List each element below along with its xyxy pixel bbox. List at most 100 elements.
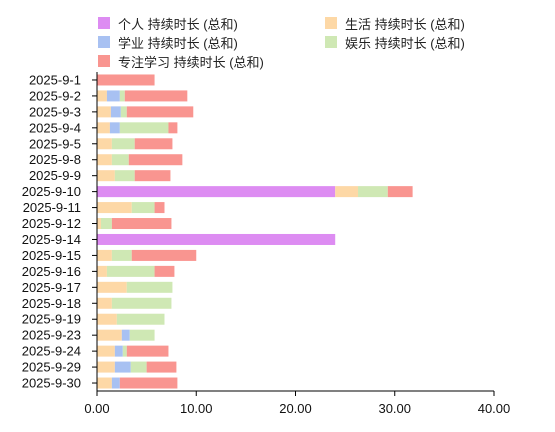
x-tick-label: 0.00 [84, 401, 109, 416]
bar-segment [97, 218, 101, 230]
bar-segment [146, 361, 177, 373]
bar-segment [119, 90, 125, 102]
bar-segment [111, 218, 172, 230]
category-label: 2025-9-5 [29, 136, 81, 151]
bar-segment [97, 361, 115, 373]
bar-segment [106, 90, 120, 102]
legend-swatch [98, 36, 110, 48]
legend-swatch [98, 17, 110, 29]
category-label: 2025-9-11 [23, 200, 81, 215]
bar-segment [126, 345, 169, 357]
bar-segment [114, 170, 135, 182]
legend-item: 专注学习 持续时长 (总和) [98, 54, 264, 70]
bar-segment [335, 186, 359, 198]
bar-segment [97, 345, 115, 357]
bar-segment [154, 202, 165, 214]
category-label: 2025-9-23 [22, 328, 81, 343]
bar-segment [154, 265, 175, 277]
bar-segment [97, 265, 107, 277]
legend-label: 娱乐 持续时长 (总和) [345, 35, 465, 51]
bar-segment [100, 218, 112, 230]
bar-segment [168, 122, 178, 134]
legend-label: 学业 持续时长 (总和) [118, 35, 238, 51]
legend-item: 娱乐 持续时长 (总和) [325, 35, 465, 51]
bar-segment [114, 345, 123, 357]
legend-item: 生活 持续时长 (总和) [325, 16, 465, 32]
bar-segment [106, 265, 155, 277]
legend-label: 专注学习 持续时长 (总和) [118, 54, 264, 70]
legend-item: 学业 持续时长 (总和) [98, 35, 238, 51]
bar-segment [97, 202, 132, 214]
bar-segment [387, 186, 413, 198]
x-tick-label: 20.00 [279, 401, 312, 416]
category-label: 2025-9-2 [29, 88, 81, 103]
x-tick-label: 40.00 [478, 401, 511, 416]
bar-segment [97, 281, 127, 293]
bar-segment [111, 297, 172, 309]
bar-segment [116, 313, 165, 325]
bar-segment [122, 345, 127, 357]
category-label: 2025-9-16 [22, 264, 81, 279]
category-label: 2025-9-10 [22, 184, 81, 199]
bar-segment [128, 154, 183, 166]
category-label: 2025-9-9 [29, 168, 81, 183]
category-label: 2025-9-3 [29, 104, 81, 119]
bar-segment [134, 170, 171, 182]
bar-segment [97, 106, 111, 118]
legend-swatch [98, 55, 110, 67]
bar-segment [97, 377, 112, 389]
bar-segment [97, 329, 122, 341]
bar-segment [97, 297, 112, 309]
bar-segment [124, 90, 188, 102]
bar-segment [121, 329, 130, 341]
bar-segment [97, 233, 336, 245]
x-tick-label: 30.00 [378, 401, 411, 416]
category-label: 2025-9-30 [22, 376, 81, 391]
bar-segment [97, 170, 115, 182]
category-label: 2025-9-19 [22, 312, 81, 327]
legend-label: 个人 持续时长 (总和) [118, 16, 238, 32]
bar-segment [111, 154, 129, 166]
bar-segment [131, 202, 155, 214]
bar-segment [97, 138, 112, 150]
category-label: 2025-9-18 [22, 296, 81, 311]
category-label: 2025-9-24 [22, 344, 81, 359]
bar-segment [126, 106, 194, 118]
category-label: 2025-9-12 [22, 216, 81, 231]
category-label: 2025-9-8 [29, 152, 81, 167]
bar-segment [97, 249, 112, 261]
bar-segment [129, 329, 155, 341]
bar-segment [97, 313, 117, 325]
legend-swatch [325, 17, 337, 29]
bar-segment [358, 186, 388, 198]
category-label: 2025-9-4 [29, 120, 81, 135]
bar-segment [126, 281, 173, 293]
category-label: 2025-9-14 [22, 232, 81, 247]
bar-segment [111, 249, 132, 261]
bar-segment [97, 186, 336, 198]
bar-segment [120, 106, 127, 118]
x-tick-label: 10.00 [180, 401, 213, 416]
bar-segment [111, 377, 120, 389]
bar-segment [97, 90, 107, 102]
category-label: 2025-9-15 [22, 248, 81, 263]
bar-segment [130, 361, 147, 373]
category-label: 2025-9-29 [22, 360, 81, 375]
bar-segment [97, 74, 155, 86]
bar-segment [97, 122, 110, 134]
bar-segment [134, 138, 173, 150]
bar-segment [97, 154, 112, 166]
legend-swatch [325, 36, 337, 48]
bar-segment [119, 377, 178, 389]
category-label: 2025-9-1 [29, 72, 81, 87]
category-label: 2025-9-17 [22, 280, 81, 295]
legend-item: 个人 持续时长 (总和) [98, 16, 238, 32]
bar-segment [119, 122, 169, 134]
bar-segment [114, 361, 131, 373]
bar-segment [109, 122, 120, 134]
bar-segment [131, 249, 197, 261]
bar-segment [110, 106, 121, 118]
legend-label: 生活 持续时长 (总和) [345, 16, 465, 32]
